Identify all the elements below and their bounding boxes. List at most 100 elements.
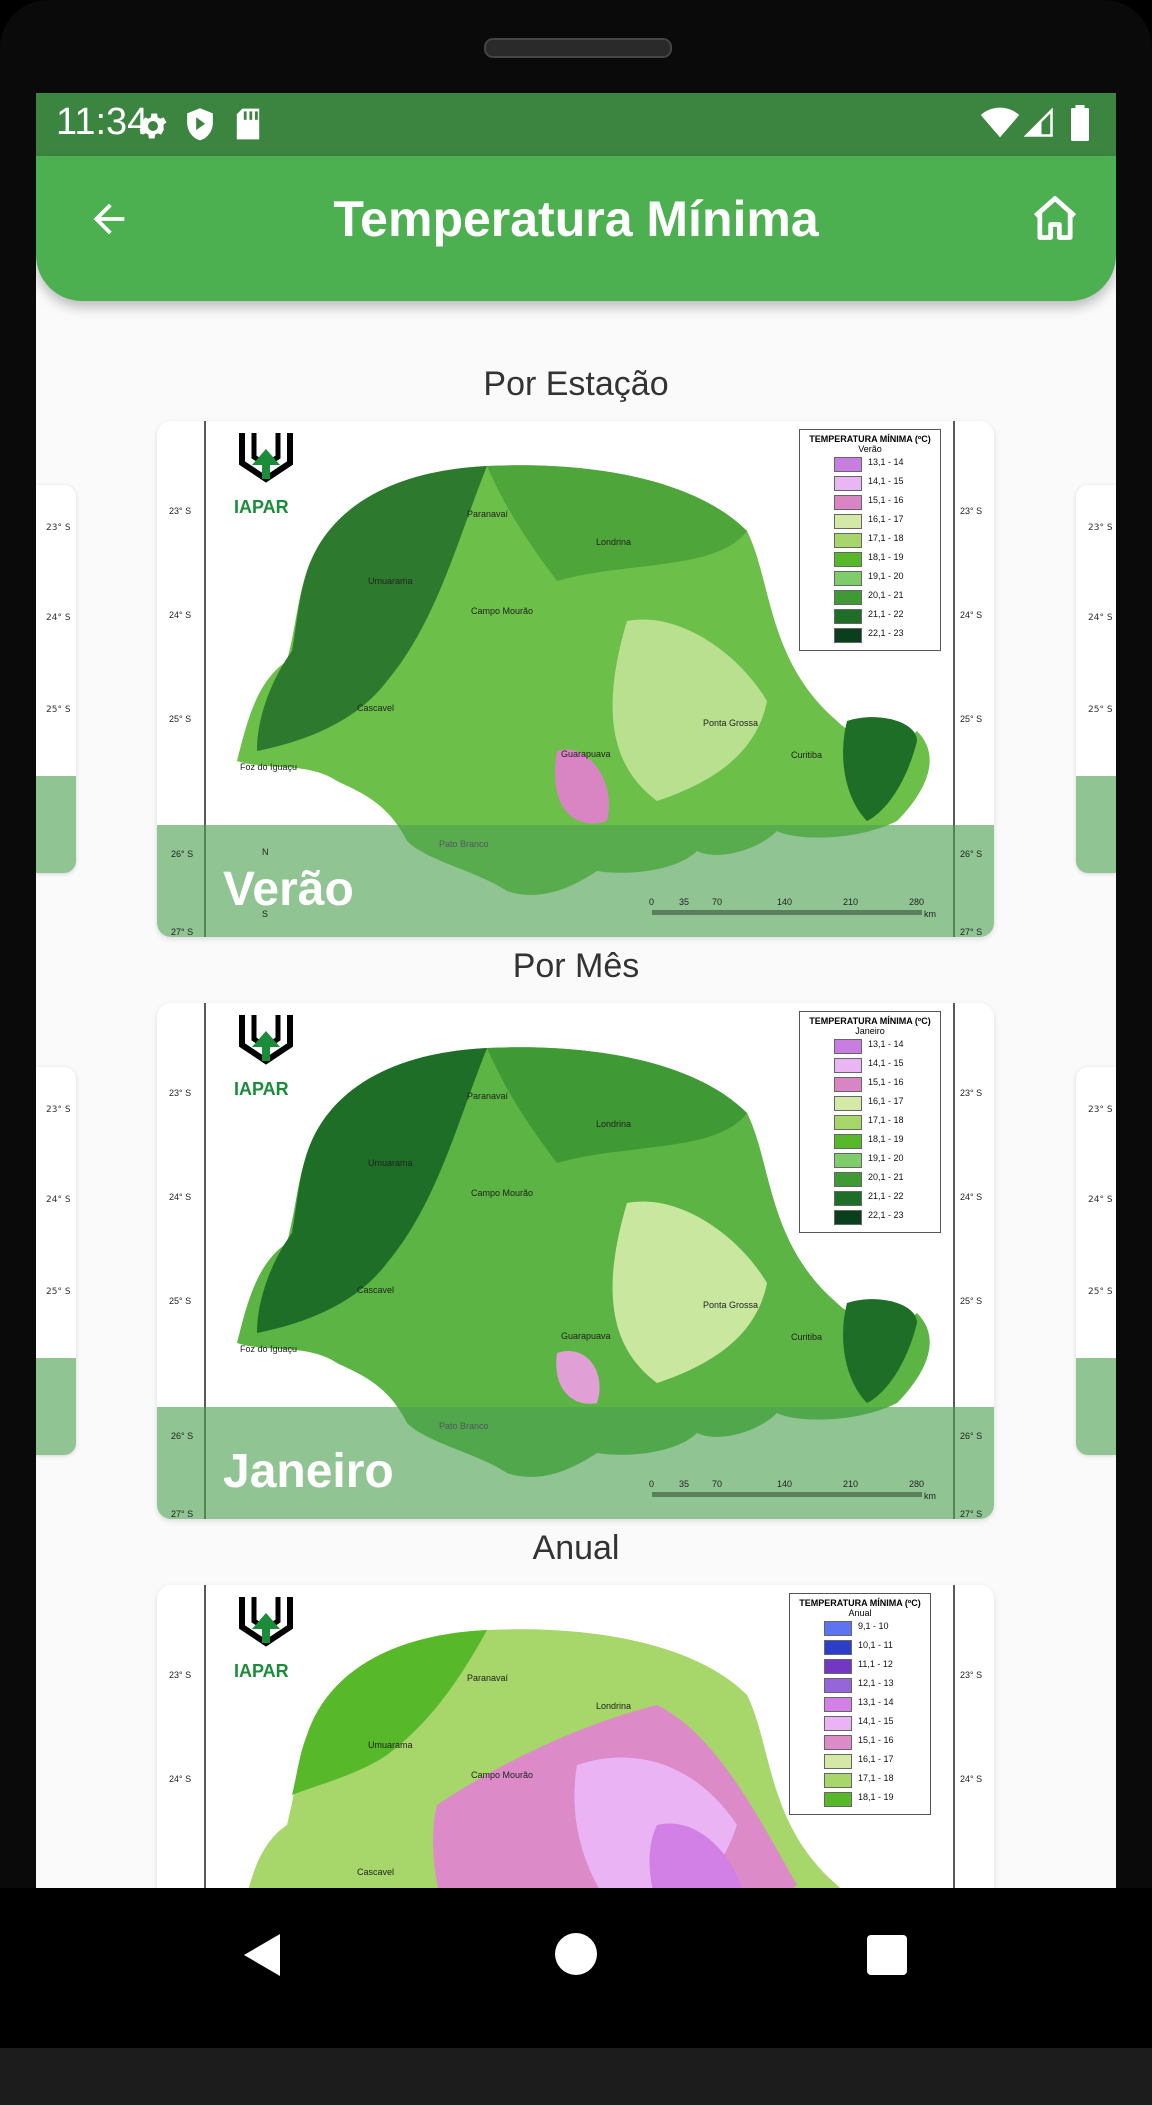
map-image [204, 1003, 955, 1519]
legend-swatch [834, 571, 862, 586]
legend-label: 18,1 - 19 [858, 1792, 894, 1802]
city-label: Campo Mourão [471, 606, 534, 616]
peek-label: 24° S [46, 613, 71, 623]
card-janeiro[interactable]: IAPAR Paranavaí Londrina Umuarama Campo … [157, 1003, 994, 1519]
map-legend: TEMPERATURA MÍNIMA (ºC) Anual 9,1 - 10 10… [789, 1593, 931, 1815]
card-anual[interactable]: IAPAR Paranavaí Londrina Umuarama Campo … [157, 1585, 994, 1888]
legend-swatch [834, 514, 862, 529]
logo-text: IAPAR [234, 497, 289, 517]
legend-swatch [834, 1058, 862, 1073]
scale-label: 70 [712, 897, 723, 907]
peek-label: 25° S [46, 1287, 71, 1297]
page-title: Temperatura Mínima [333, 191, 819, 247]
peek-overlay [1076, 1358, 1116, 1455]
city-label: Cascavel [357, 703, 395, 713]
legend-rows: 13,1 - 14 14,1 - 15 15,1 - 16 16,1 - 17 17,1… [800, 1036, 940, 1226]
scale-label: 0 [649, 1479, 655, 1489]
lat-label: 24° S [169, 1192, 192, 1202]
legend-row: 9,1 - 10 [790, 1618, 930, 1637]
legend-row: 14,1 - 15 [800, 1055, 940, 1074]
legend-row: 15,1 - 16 [800, 1074, 940, 1093]
legend-label: 16,1 - 17 [858, 1754, 894, 1764]
north-arrow-label: S [262, 909, 269, 919]
legend-row: 17,1 - 18 [790, 1770, 930, 1789]
legend-label: 20,1 - 21 [868, 590, 904, 600]
peek-overlay [36, 1358, 76, 1455]
lat-label: 23° S [169, 506, 192, 516]
legend-row: 14,1 - 15 [790, 1713, 930, 1732]
peek-label: 24° S [1088, 613, 1113, 623]
legend-row: 21,1 - 22 [800, 1188, 940, 1207]
peek-label: 23° S [1088, 1105, 1113, 1115]
lat-label: 27° S [171, 927, 194, 937]
nav-home-icon[interactable] [555, 1933, 597, 1975]
city-label: Umuarama [368, 576, 413, 586]
logo-text: IAPAR [234, 1079, 289, 1099]
legend-swatch [824, 1678, 852, 1693]
legend-label: 19,1 - 20 [868, 571, 904, 581]
nav-recents-icon[interactable] [867, 1935, 907, 1975]
legend-row: 14,1 - 15 [800, 473, 940, 492]
carousel-peek-prev[interactable]: 23° S 24° S 25° S [36, 485, 76, 873]
legend-label: 20,1 - 21 [868, 1172, 904, 1182]
city-label: Londrina [596, 537, 632, 547]
scale-unit: km [924, 1491, 936, 1501]
city-label: Guarapuava [561, 749, 611, 759]
legend-swatch [824, 1792, 852, 1807]
carousel-peek-prev[interactable]: 23° S 24° S 25° S [36, 1067, 76, 1455]
back-arrow-icon[interactable] [86, 196, 132, 242]
legend-row: 22,1 - 23 [800, 625, 940, 644]
legend-label: 10,1 - 11 [858, 1640, 893, 1650]
lat-label: 23° S [169, 1670, 192, 1680]
device-bottom [0, 2048, 1152, 2105]
legend-swatch [834, 552, 862, 567]
home-icon[interactable] [1028, 192, 1082, 244]
legend-row: 20,1 - 21 [800, 587, 940, 606]
legend-label: 21,1 - 22 [868, 1191, 904, 1201]
legend-label: 12,1 - 13 [858, 1678, 894, 1688]
legend-row: 13,1 - 14 [800, 454, 940, 473]
city-label: Paranavaí [467, 1091, 509, 1101]
legend-swatch [834, 476, 862, 491]
legend-subtitle: Janeiro [855, 1026, 885, 1036]
nav-back-icon[interactable] [240, 1932, 284, 1978]
lat-label: 24° S [169, 610, 192, 620]
lat-label: 23° S [960, 1670, 983, 1680]
carousel-peek-next[interactable]: 23° S 24° S 25° S [1076, 485, 1116, 873]
city-label: Umuarama [368, 1158, 413, 1168]
legend-swatch [834, 1039, 862, 1054]
lat-label: 26° S [960, 1431, 983, 1441]
legend-label: 18,1 - 19 [868, 1134, 904, 1144]
city-label: Pato Branco [439, 839, 489, 849]
map-image [204, 421, 955, 937]
peek-label: 23° S [1088, 523, 1113, 533]
legend-label: 21,1 - 22 [868, 609, 904, 619]
legend-swatch [834, 1077, 862, 1092]
legend-label: 22,1 - 23 [868, 628, 904, 638]
card-label: Verão [223, 863, 354, 916]
legend-swatch [834, 628, 862, 643]
legend-swatch [834, 609, 862, 624]
lat-label: 27° S [960, 927, 983, 937]
legend-swatch [824, 1640, 852, 1655]
legend-row: 17,1 - 18 [800, 1112, 940, 1131]
carousel-peek-next[interactable]: 23° S 24° S 25° S [1076, 1067, 1116, 1455]
speaker-grille [484, 38, 672, 58]
legend-row: 15,1 - 16 [800, 492, 940, 511]
scale-label: 280 [909, 1479, 925, 1489]
peek-label: 23° S [46, 1105, 71, 1115]
scale-label: 210 [843, 1479, 859, 1489]
legend-label: 15,1 - 16 [868, 495, 904, 505]
legend-label: 14,1 - 15 [868, 1058, 904, 1068]
lat-label: 25° S [169, 714, 192, 724]
lat-label: 23° S [169, 1088, 192, 1098]
city-label: Londrina [596, 1701, 632, 1711]
lat-label: 27° S [171, 1509, 194, 1519]
map-legend: TEMPERATURA MÍNIMA (ºC) Janeiro 13,1 - 1… [799, 1011, 941, 1233]
legend-swatch [834, 1172, 862, 1187]
city-label: Campo Mourão [471, 1188, 534, 1198]
legend-subtitle: Verão [858, 444, 882, 454]
city-label: Foz do Iguaçu [240, 1344, 298, 1354]
legend-swatch [834, 457, 862, 472]
card-verao[interactable]: IAPAR Paranavaí Londrina Umuarama Campo … [157, 421, 994, 937]
